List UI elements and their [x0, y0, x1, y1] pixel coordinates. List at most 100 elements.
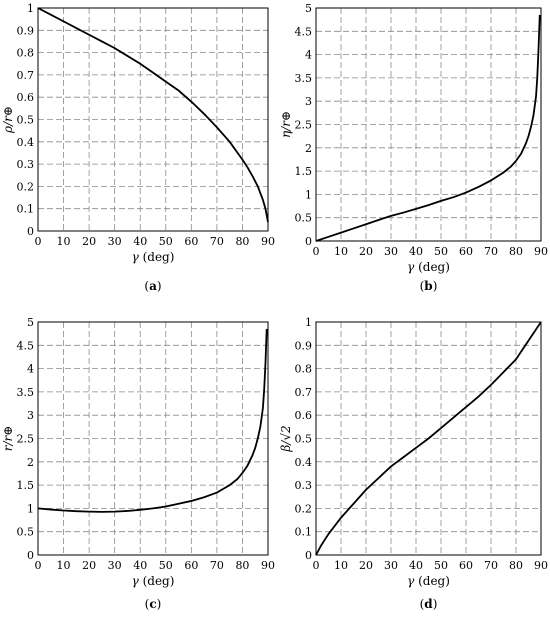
- series-line: [315, 14, 541, 242]
- x-tick-label: 60: [459, 245, 473, 258]
- plot-frame: [315, 7, 542, 242]
- x-tick-label: 70: [484, 245, 498, 258]
- x-tick-label: 30: [384, 245, 398, 258]
- x-tick-label: 60: [459, 559, 473, 572]
- x-tick-label: 40: [133, 559, 147, 572]
- x-tick-label: 60: [184, 559, 198, 572]
- x-tick-label: 80: [509, 559, 523, 572]
- y-tick-label: 1: [305, 316, 312, 329]
- panel-c: 0 10 20 30 40 50 60 70 80 90 0 0.5 1 1.5 2 2.5 3 3.5 4 4.5 5…: [1, 316, 275, 611]
- x-tick-label: 80: [235, 235, 249, 248]
- y-tick-label: 2.5: [17, 433, 35, 446]
- x-tick-label: 80: [235, 559, 249, 572]
- y-tick-label: 3: [305, 95, 312, 108]
- x-tick-label: 10: [57, 235, 71, 248]
- x-axis-label: γ (deg): [132, 250, 175, 264]
- x-tick-label: 90: [534, 559, 548, 572]
- plot-frame: [315, 321, 542, 556]
- y-tick-label: 0.7: [295, 386, 313, 399]
- y-tick-label: 0.9: [295, 339, 313, 352]
- x-tick-label: 60: [184, 235, 198, 248]
- y-tick-label: 1: [27, 502, 34, 515]
- y-tick-label: 0.9: [17, 24, 35, 37]
- panel-b: 0 10 20 30 40 50 60 70 80 90 0 0.5 1 1.5 2 2.5 3 3.5 4 4.5 5…: [279, 2, 548, 293]
- x-tick-label: 20: [82, 235, 96, 248]
- x-axis-label: γ (deg): [407, 260, 450, 274]
- x-tick-label: 50: [434, 245, 448, 258]
- y-tick-label: 0: [305, 235, 312, 248]
- x-tick-label: 70: [210, 559, 224, 572]
- y-tick-label: 0: [305, 549, 312, 562]
- x-tick-label: 0: [35, 235, 42, 248]
- panel-caption: (b): [420, 279, 438, 293]
- panel-caption: (d): [420, 597, 438, 611]
- x-tick-label: 0: [313, 559, 320, 572]
- y-tick-label: 1.5: [17, 479, 35, 492]
- y-tick-label: 0.6: [295, 409, 313, 422]
- x-tick-label: 90: [261, 235, 275, 248]
- series-line: [37, 7, 269, 223]
- y-axis-label: β/√2: [279, 425, 293, 452]
- x-axis-label: γ (deg): [407, 574, 450, 588]
- x-tick-label: 80: [509, 245, 523, 258]
- plot-frame: [37, 321, 269, 556]
- y-tick-label: 5: [305, 2, 312, 15]
- y-tick-label: 0.8: [295, 363, 313, 376]
- y-tick-label: 0.1: [17, 203, 35, 216]
- y-tick-label: 0.6: [17, 91, 35, 104]
- y-tick-label: 1: [27, 2, 34, 15]
- y-tick-label: 0.3: [295, 479, 313, 492]
- y-tick-label: 0.4: [17, 136, 35, 149]
- y-tick-label: 1.5: [295, 165, 313, 178]
- y-tick-label: 3.5: [295, 72, 313, 85]
- series-line: [315, 321, 542, 556]
- y-tick-label: 1: [305, 188, 312, 201]
- x-tick-label: 0: [35, 559, 42, 572]
- y-tick-label: 0.3: [17, 158, 35, 171]
- x-tick-label: 0: [313, 245, 320, 258]
- y-tick-label: 0.4: [295, 456, 313, 469]
- panel-d: 0 10 20 30 40 50 60 70 80 90 0 0.1 0.2 0.3 0.4 0.5 0.6 0.…: [279, 316, 548, 611]
- x-tick-label: 90: [261, 559, 275, 572]
- y-tick-label: 4: [27, 363, 34, 376]
- y-tick-label: 0.5: [17, 114, 35, 127]
- y-axis-label: ρ/r⊕: [1, 106, 15, 134]
- y-tick-label: 0: [27, 549, 34, 562]
- x-tick-label: 20: [82, 559, 96, 572]
- y-axis-label: r/r⊕: [1, 426, 15, 452]
- panel-a: 0 10 20 30 40 50 60 70 80 90 0 0.1 0.2 0.3 0.4 0.5 0.6 0.…: [1, 2, 275, 293]
- x-tick-label: 70: [484, 559, 498, 572]
- x-tick-label: 40: [409, 559, 423, 572]
- x-tick-label: 50: [159, 235, 173, 248]
- x-tick-label: 70: [210, 235, 224, 248]
- y-tick-label: 0.5: [295, 433, 313, 446]
- x-axis-label: γ (deg): [132, 574, 175, 588]
- y-tick-label: 2.5: [295, 119, 313, 132]
- x-tick-label: 20: [359, 559, 373, 572]
- y-tick-label: 3.5: [17, 386, 35, 399]
- y-tick-label: 4.5: [17, 339, 35, 352]
- x-tick-label: 10: [334, 245, 348, 258]
- x-tick-label: 20: [359, 245, 373, 258]
- y-tick-label: 5: [27, 316, 34, 329]
- panel-caption: (a): [144, 279, 161, 293]
- x-tick-label: 50: [434, 559, 448, 572]
- y-tick-label: 0.5: [17, 526, 35, 539]
- y-tick-label: 4.5: [295, 25, 313, 38]
- y-tick-label: 3: [27, 409, 34, 422]
- plot-frame: [37, 7, 269, 232]
- x-tick-label: 10: [57, 559, 71, 572]
- x-tick-label: 30: [108, 235, 122, 248]
- x-tick-label: 30: [108, 559, 122, 572]
- x-tick-label: 50: [159, 559, 173, 572]
- y-tick-label: 4: [305, 49, 312, 62]
- y-tick-label: 0.5: [295, 212, 313, 225]
- y-tick-label: 2: [305, 142, 312, 155]
- y-tick-label: 0.1: [295, 526, 313, 539]
- panel-caption: (c): [145, 597, 162, 611]
- y-tick-label: 0.2: [295, 502, 313, 515]
- x-tick-label: 40: [409, 245, 423, 258]
- y-tick-label: 0.7: [17, 69, 35, 82]
- y-tick-label: 2: [27, 456, 34, 469]
- y-tick-label: 0.2: [17, 180, 35, 193]
